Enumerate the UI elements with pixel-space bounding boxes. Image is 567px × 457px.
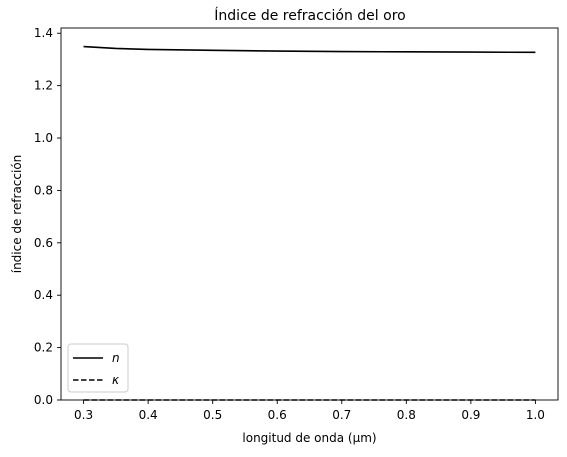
y-tick-label-6: 1.2: [34, 79, 53, 93]
x-tick-label-3: 0.6: [268, 408, 287, 422]
legend-label-kappa: κ: [112, 373, 120, 387]
legend: n κ: [67, 343, 129, 393]
x-tick-label-4: 0.7: [332, 408, 351, 422]
y-axis-label: índice de refracción: [10, 155, 24, 274]
chart-title: Índice de refracción del oro: [214, 7, 405, 24]
x-tick-label-5: 0.8: [397, 408, 416, 422]
ticks: 0.3 0.4 0.5 0.6 0.7 0.8 0.9 1.0 0.0 0.2 0.4 0.6 0.8 1…: [34, 26, 545, 422]
x-axis-label: longitud de onda (μm): [242, 431, 376, 445]
x-tick-label-2: 0.5: [203, 408, 222, 422]
x-tick-label-7: 1.0: [526, 408, 545, 422]
x-tick-label-1: 0.4: [139, 408, 158, 422]
y-tick-label-1: 0.2: [34, 341, 53, 355]
legend-label-n: n: [112, 351, 120, 365]
y-tick-label-3: 0.6: [34, 236, 53, 250]
y-tick-label-4: 0.8: [34, 183, 53, 197]
y-tick-label-2: 0.4: [34, 288, 53, 302]
y-tick-label-0: 0.0: [34, 393, 53, 407]
x-tick-label-0: 0.3: [74, 408, 93, 422]
plot-frame: [60, 27, 559, 401]
series-group: [83, 45, 536, 401]
y-tick-label-5: 1.0: [34, 131, 53, 145]
series-n-line: [83, 45, 536, 54]
x-tick-label-6: 0.9: [461, 408, 480, 422]
y-tick-label-7: 1.4: [34, 26, 53, 40]
